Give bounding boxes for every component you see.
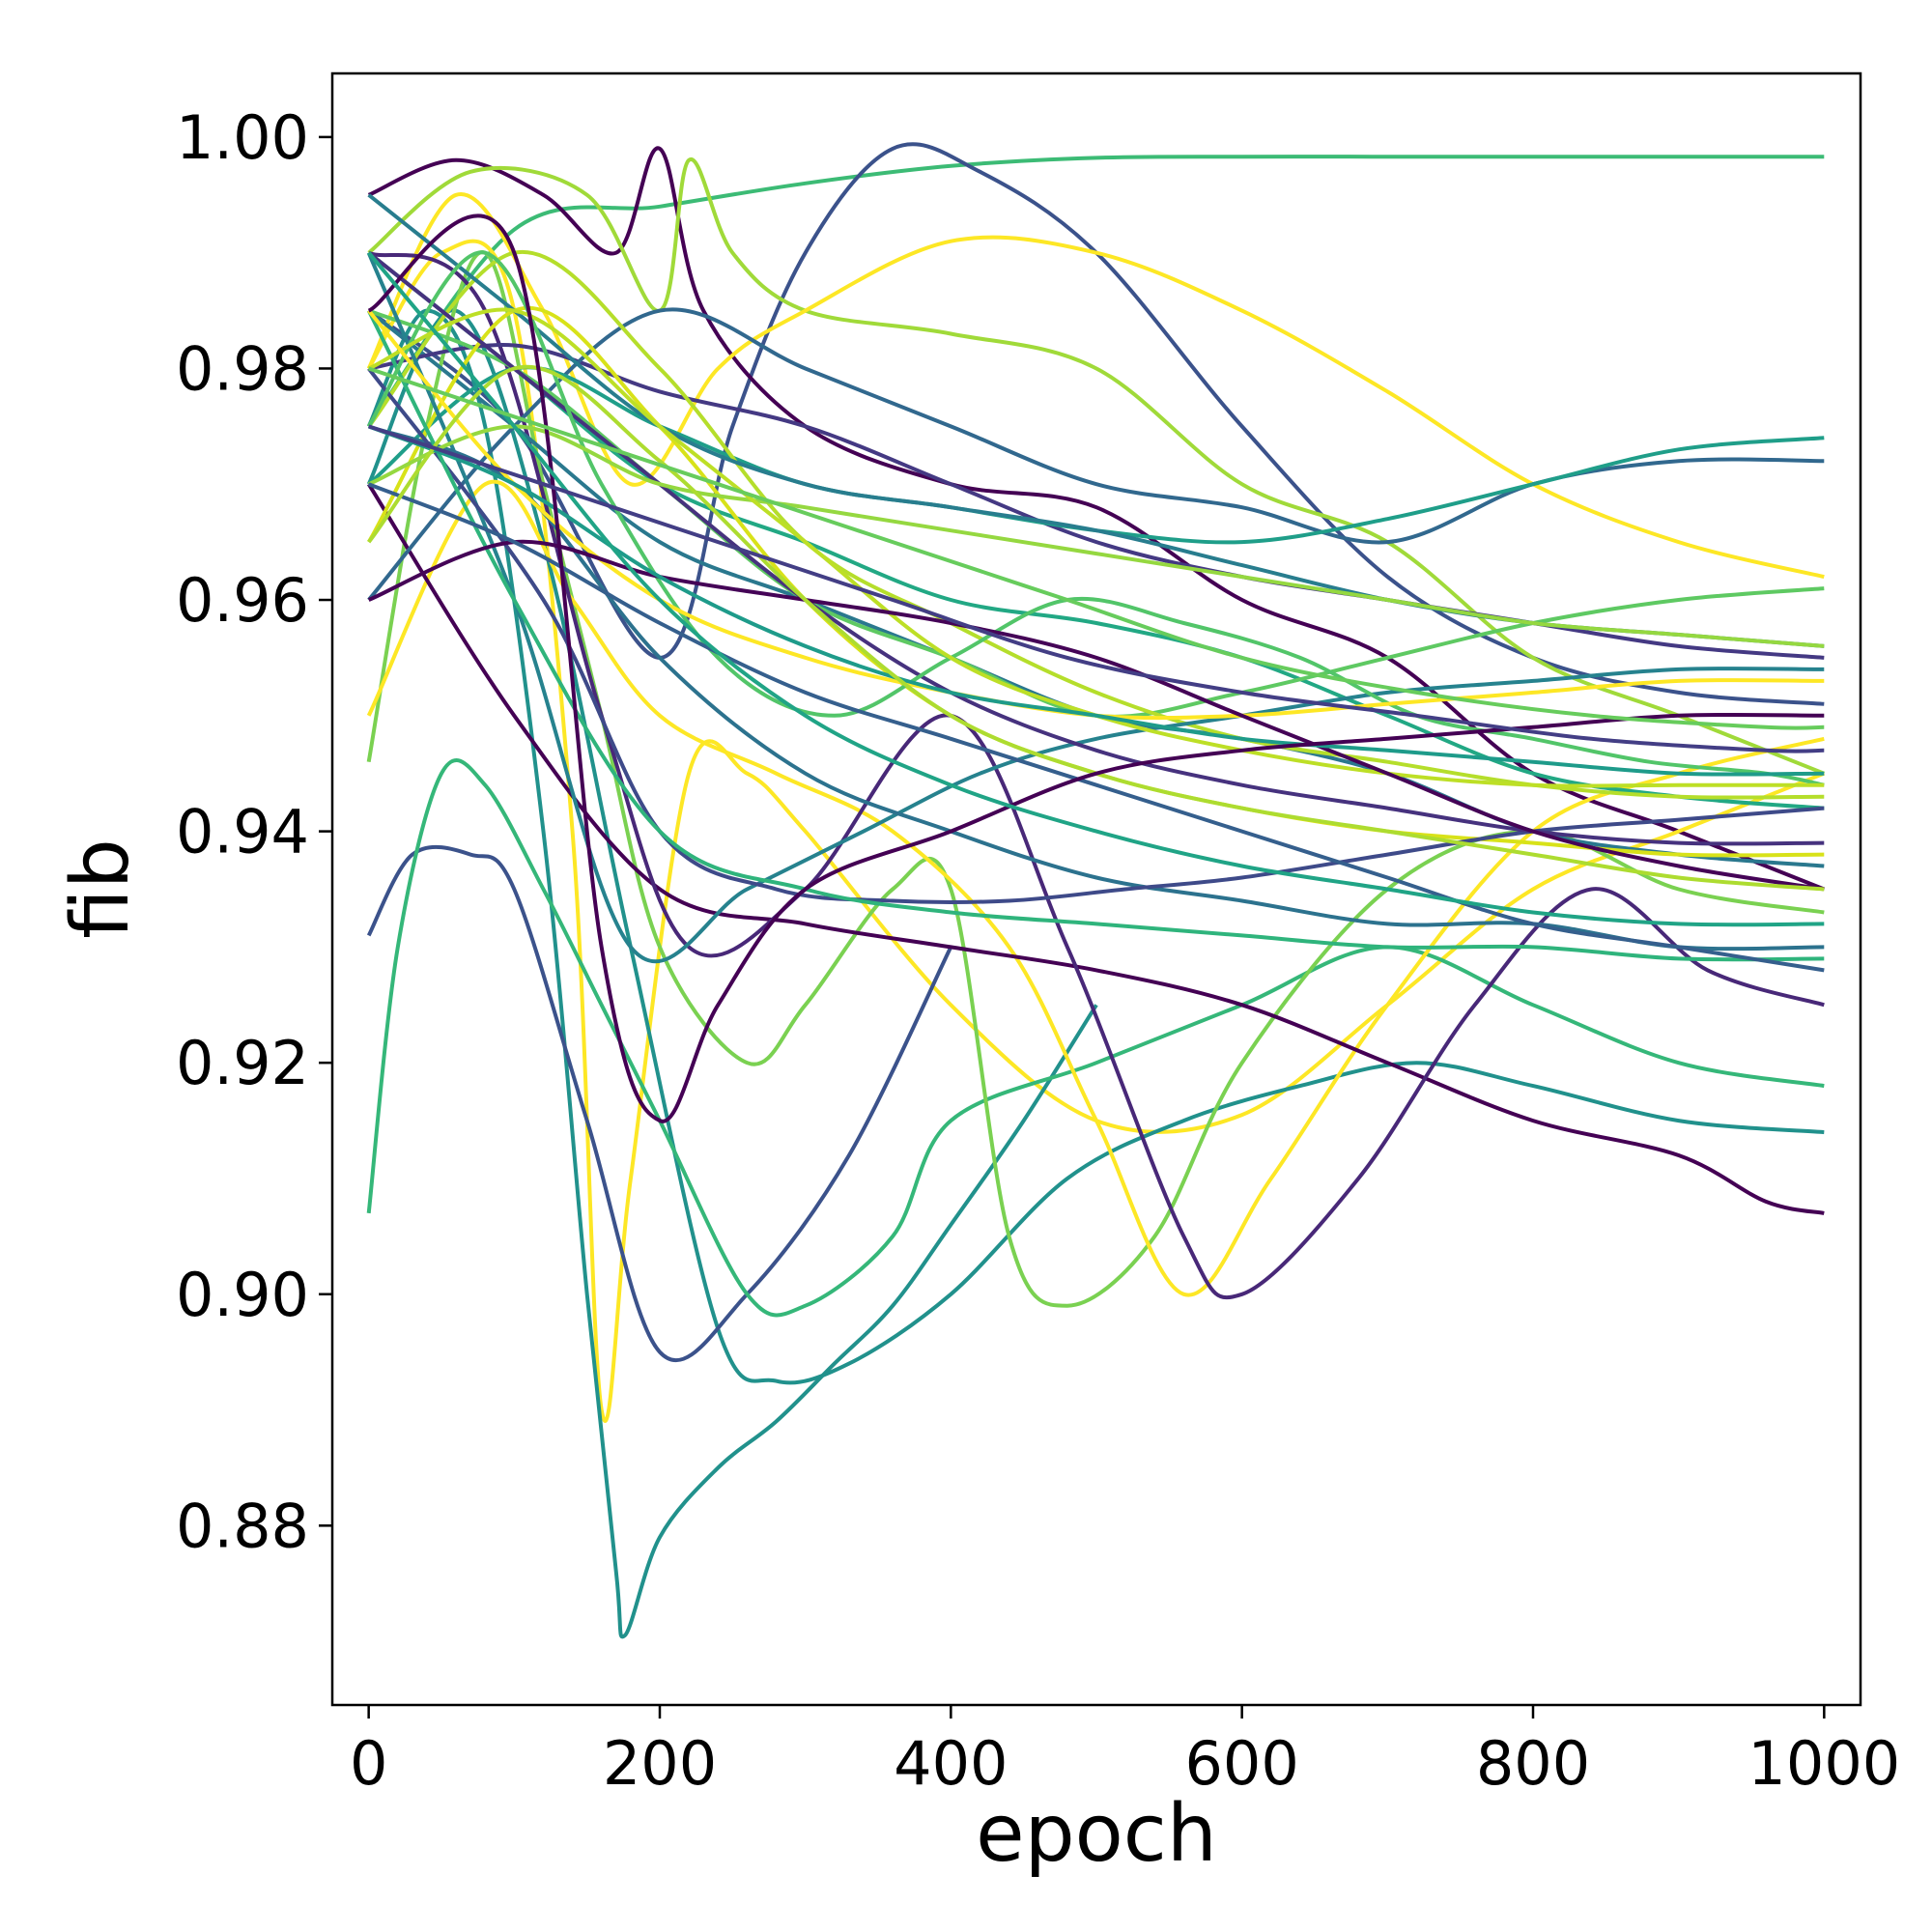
y-tick-label: 1.00: [176, 102, 309, 173]
series-line-3: [367, 157, 1826, 776]
series-line-25: [367, 251, 1825, 846]
y-tick-label: 0.88: [176, 1491, 309, 1561]
series-line-0: [367, 155, 1825, 428]
series-line-9: [366, 758, 1825, 1318]
series-line-20: [367, 249, 1825, 800]
series-line-32: [367, 539, 1825, 892]
x-axis: 0 200 400 600 800 1000: [350, 1705, 1900, 1799]
series-line-29: [367, 424, 1825, 648]
series-line-33: [367, 482, 1825, 973]
series-line-2: [367, 146, 1826, 892]
series-line-35: [367, 364, 1825, 892]
series-line-22: [366, 251, 1825, 964]
series-line-24: [367, 367, 1825, 904]
series-line-11: [366, 479, 1825, 1297]
y-tick-label: 0.92: [176, 1028, 309, 1098]
series-line-13: [367, 250, 1825, 1300]
y-tick-label: 0.96: [176, 565, 309, 636]
y-tick-label: 0.90: [176, 1260, 309, 1330]
plot-frame: [330, 71, 1862, 1707]
x-tick-label: 600: [1184, 1728, 1298, 1799]
series-line-15: [367, 251, 1825, 810]
series-layer: [366, 142, 1826, 1639]
x-tick-label: 0: [350, 1728, 387, 1799]
series-line-23: [367, 424, 1825, 952]
series-line-8: [366, 844, 953, 1362]
x-tick-label: 800: [1476, 1728, 1590, 1799]
y-tick-label: 0.98: [176, 333, 309, 404]
y-tick-label: 0.94: [176, 797, 309, 867]
series-line-30: [367, 307, 1825, 788]
series-line-39: [368, 366, 1825, 730]
series-line-27: [366, 309, 1825, 962]
series-line-37: [367, 251, 1825, 927]
x-tick-label: 1000: [1747, 1728, 1900, 1799]
series-line-1: [367, 142, 1825, 706]
y-axis: 0.88 0.90 0.92 0.94 0.96 0.98 1.00: [176, 102, 332, 1561]
y-axis-label: fib: [55, 838, 147, 939]
series-line-12: [367, 483, 1825, 1215]
series-line-38: [368, 424, 1825, 753]
x-axis-label: epoch: [976, 1788, 1217, 1880]
x-tick-label: 400: [894, 1728, 1008, 1799]
x-tick-label: 200: [603, 1728, 717, 1799]
